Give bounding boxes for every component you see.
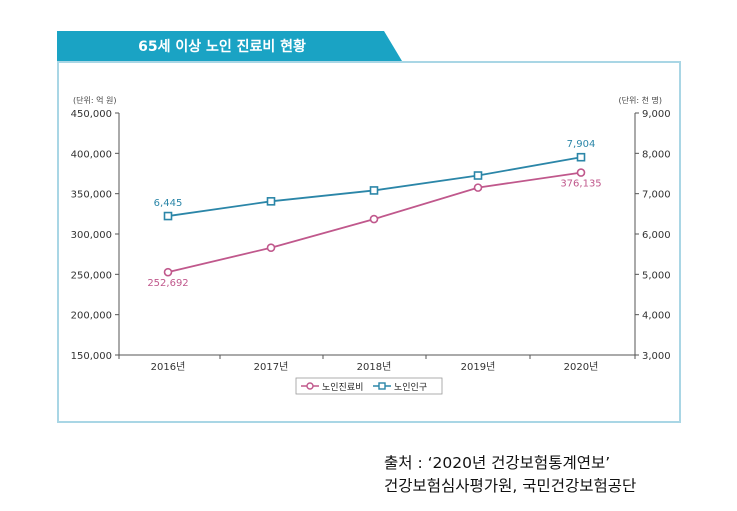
data-label: 376,135 xyxy=(560,179,601,190)
source-note: 출처 : ‘2020년 건강보험통계연보’ 건강보험심사평가원, 국민건강보험공… xyxy=(384,452,636,498)
data-label: 7,904 xyxy=(567,139,596,150)
x-tick-label: 2019년 xyxy=(461,361,496,373)
chart-title: 65세 이상 노인 진료비 현황 xyxy=(138,38,306,55)
legend-marker xyxy=(306,382,314,390)
elderly-population-point xyxy=(473,171,483,180)
x-tick-label: 2020년 xyxy=(564,361,599,373)
medical-cost-point xyxy=(266,243,276,253)
left-tick-label: 250,000 xyxy=(71,270,112,281)
left-tick-label: 400,000 xyxy=(71,149,112,160)
left-unit-label: (단위: 억 원) xyxy=(73,95,116,105)
left-tick-label: 450,000 xyxy=(71,109,112,120)
legend-marker xyxy=(378,382,386,390)
right-tick-label: 8,000 xyxy=(642,149,671,160)
left-tick-label: 350,000 xyxy=(71,190,112,201)
data-label: 252,692 xyxy=(147,278,188,289)
right-tick-label: 9,000 xyxy=(642,109,671,120)
right-unit-label: (단위: 천 명) xyxy=(619,95,662,105)
right-tick-label: 4,000 xyxy=(642,311,671,322)
right-tick-label: 7,000 xyxy=(642,190,671,201)
x-tick-label: 2016년 xyxy=(151,361,186,373)
legend-box xyxy=(295,377,443,395)
x-tick-label: 2018년 xyxy=(357,361,392,373)
elderly-population-point xyxy=(266,197,276,206)
elderly-population-point xyxy=(576,152,586,162)
medical-cost-point xyxy=(576,168,586,177)
medical-cost-point xyxy=(369,214,379,224)
right-tick-label: 5,000 xyxy=(642,270,671,281)
legend-label: 노인인구 xyxy=(394,382,427,393)
elderly-population-point xyxy=(369,186,379,195)
chart-title-tab: 65세 이상 노인 진료비 현황 xyxy=(57,31,402,61)
left-tick-label: 150,000 xyxy=(71,351,112,362)
legend-label: 노인진료비 xyxy=(322,382,363,393)
x-tick-label: 2017년 xyxy=(254,361,289,373)
left-tick-label: 200,000 xyxy=(71,311,112,322)
legend: 노인진료비 노인인구 xyxy=(295,377,443,395)
right-tick-label: 3,000 xyxy=(642,351,671,362)
data-label: 6,445 xyxy=(154,198,183,209)
medical-cost-point xyxy=(473,183,483,192)
left-tick-label: 300,000 xyxy=(71,230,112,241)
line-chart: 150,000 200,000 250,000 300,000 350,000 400,0… xyxy=(71,95,671,395)
chart-frame xyxy=(57,61,681,423)
source-line-1: 출처 : ‘2020년 건강보험통계연보’ xyxy=(384,454,611,472)
source-line-2: 건강보험심사평가원, 국민건강보험공단 xyxy=(384,477,637,495)
medical-cost-point xyxy=(163,267,173,277)
elderly-population-point xyxy=(163,211,173,221)
right-tick-label: 6,000 xyxy=(642,230,671,241)
